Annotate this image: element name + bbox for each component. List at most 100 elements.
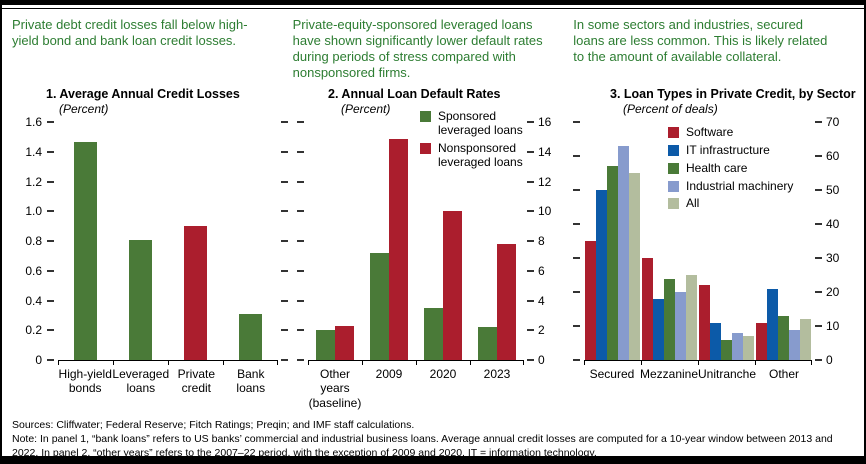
y-axis-tick-dash	[281, 150, 288, 153]
bar-group	[58, 141, 113, 361]
y-axis-tick-dash	[815, 359, 822, 362]
y-axis-tick-dash	[573, 155, 580, 158]
y-axis-tick-dash	[815, 257, 822, 260]
legend-label: Industrial machinery	[686, 178, 794, 193]
y-axis-tick-label: 0.4	[25, 293, 42, 308]
bar	[239, 314, 262, 361]
legend-item: All	[668, 197, 793, 211]
bar	[74, 141, 97, 361]
bar-group	[755, 288, 812, 361]
y-axis-tick-label: 1.4	[25, 144, 42, 159]
y-axis-tick-dash	[281, 329, 288, 332]
bar	[316, 330, 335, 361]
y-axis-tick-dash	[281, 299, 288, 302]
y-axis-tick-label: 4	[538, 293, 545, 308]
bar-group	[698, 285, 755, 361]
x-axis-tick	[58, 360, 59, 366]
bar	[424, 308, 443, 361]
sources-text: Sources: Cliffwater; Federal Reserve; Fi…	[12, 418, 415, 431]
y-axis-tick-dash	[281, 121, 288, 124]
y-axis-tick-label: 1.0	[25, 204, 42, 219]
bar	[675, 292, 686, 361]
bar	[721, 339, 732, 361]
bar	[478, 327, 497, 361]
x-category-label: 2023	[483, 367, 511, 382]
panel2-x-axis-labels: Other years (baseline) 2009 2020 2023	[308, 367, 524, 409]
x-axis-tick	[641, 360, 642, 366]
y-axis-tick-label: 2	[538, 323, 545, 338]
x-category-label: Private credit	[177, 367, 216, 396]
y-axis-tick-dash	[573, 189, 580, 192]
bar-group	[416, 211, 470, 361]
y-axis-tick-dash	[297, 240, 304, 243]
y-axis-tick-dash	[281, 210, 288, 213]
y-axis-tick-dash	[815, 325, 822, 328]
x-axis-tick	[584, 360, 585, 366]
y-axis-tick-dash	[815, 155, 822, 158]
bar-group	[641, 258, 698, 361]
legend-item: Software	[668, 125, 793, 140]
y-axis-tick-dash	[281, 240, 288, 243]
y-axis-tick-dash	[815, 291, 822, 294]
y-axis-tick-label: 0.2	[25, 323, 42, 338]
y-axis-tick-dash	[281, 180, 288, 183]
bar	[800, 319, 811, 361]
y-axis-tick-dash	[281, 269, 288, 272]
bars-row	[58, 122, 278, 361]
bar	[653, 299, 664, 361]
bar-group	[168, 226, 223, 361]
y-axis-tick-dash	[573, 223, 580, 226]
y-axis-tick-dash	[573, 359, 580, 362]
panel1-x-axis-labels: High-yield bonds Leveraged loans Private c…	[58, 367, 278, 395]
x-axis-tick	[308, 360, 309, 366]
y-axis-tick-dash	[527, 121, 534, 124]
y-axis-tick-label: 0	[35, 353, 42, 368]
bar-group	[584, 146, 641, 361]
x-axis-tick	[755, 360, 756, 366]
panel1-narrative: Private debt credit losses fall below hi…	[12, 17, 248, 49]
y-axis-tick-dash	[297, 329, 304, 332]
x-category-label: Other	[769, 367, 800, 382]
panels-row: 1. Average Annual Credit Losses (Percent…	[12, 87, 855, 409]
legend-swatch	[668, 162, 679, 174]
panel3-narrative: In some sectors and industries, secured …	[573, 17, 828, 65]
y-axis-tick-label: 14	[538, 144, 552, 159]
bar	[732, 333, 743, 361]
y-axis-tick-label: 30	[826, 251, 840, 266]
panel1-title: 1. Average Annual Credit Losses	[46, 87, 240, 102]
legend-swatch	[668, 145, 679, 156]
panel3-legend: Software IT infrastructure Health care Indu…	[668, 125, 794, 211]
legend-swatch	[420, 142, 431, 154]
footer: Sources: Cliffwater; Federal Reserve; Fi…	[12, 418, 854, 456]
x-category-label: 2009	[375, 367, 403, 382]
y-axis-tick-dash	[47, 210, 54, 213]
y-axis-tick-dash	[527, 210, 534, 213]
panel-1: 1. Average Annual Credit Losses (Percent…	[12, 87, 294, 409]
legend-item: Health care	[668, 161, 793, 176]
bar	[497, 244, 516, 361]
y-axis-tick-dash	[527, 299, 534, 302]
y-axis-tick-dash	[573, 291, 580, 294]
bar	[443, 211, 462, 361]
bar	[710, 322, 721, 361]
y-axis-tick-label: 10	[826, 319, 840, 334]
y-axis-tick-dash	[527, 329, 534, 332]
x-axis-tick	[277, 360, 278, 366]
legend-item: IT infrastructure	[668, 143, 793, 158]
y-axis-tick-dash	[47, 240, 54, 243]
bar	[767, 288, 778, 361]
x-category-label: Bank loans	[236, 367, 266, 396]
y-axis-tick-dash	[297, 359, 304, 362]
y-axis-tick-dash	[815, 189, 822, 192]
panel3-chart: Software IT infrastructure Health care Indu…	[573, 115, 858, 382]
y-axis-tick-dash	[297, 150, 304, 153]
bar	[370, 253, 389, 361]
panel1-subtitle: (Percent)	[59, 101, 109, 116]
panel2-legend: Sponsored leveraged loans Nonsponsored le…	[420, 109, 523, 169]
bar	[789, 329, 800, 361]
panel-3: 3. Loan Types in Private Credit, by Sect…	[573, 87, 858, 409]
bar	[756, 322, 767, 361]
y-axis-tick-label: 10	[538, 204, 552, 219]
bar	[335, 326, 354, 361]
